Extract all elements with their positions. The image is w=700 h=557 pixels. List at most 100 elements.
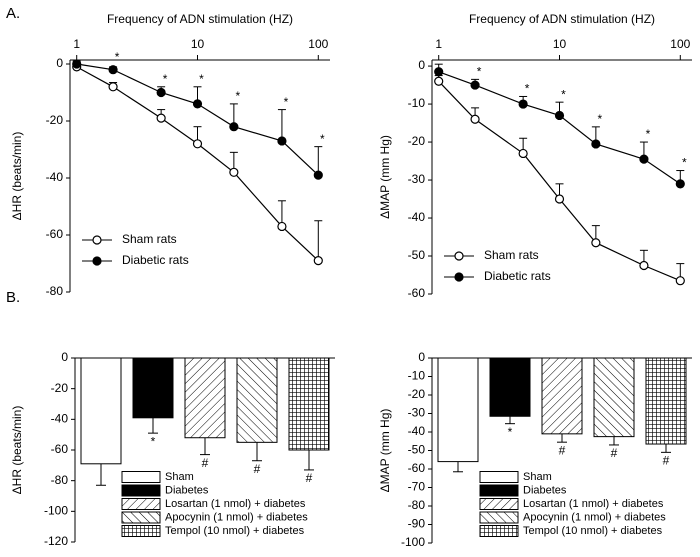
legend-marker (454, 272, 464, 282)
bar (437, 357, 479, 463)
data-point (434, 67, 444, 77)
data-point (675, 179, 685, 189)
y-tick-label: -40 (46, 170, 64, 184)
y-tick-label: -30 (408, 406, 426, 420)
legend-marker (92, 256, 102, 266)
legend-label: Diabetes (523, 484, 567, 496)
annotation: # (306, 471, 313, 485)
y-tick-label: -60 (51, 442, 69, 456)
x-tick-label: 100 (308, 37, 328, 51)
annotation: # (202, 456, 209, 470)
annotation: * (508, 425, 513, 439)
y-tick-label: -90 (408, 517, 426, 531)
legend-label: Sham rats (122, 232, 177, 246)
annotation: * (236, 89, 241, 103)
annotation: * (561, 87, 566, 101)
y-tick-label: -20 (51, 381, 69, 395)
y-tick-label: -80 (46, 284, 64, 298)
x-tick-label: 100 (670, 37, 690, 51)
annotation: * (477, 65, 482, 79)
y-tick-label: -10 (408, 96, 426, 110)
data-point (434, 76, 444, 86)
annotation: * (598, 112, 603, 126)
annotation: * (320, 132, 325, 146)
annotation: * (163, 72, 168, 86)
y-tick-label: -30 (408, 172, 426, 186)
chart-title: Frequency of ADN stimulation (HZ) (469, 12, 655, 26)
data-point (192, 99, 203, 109)
data-point (591, 139, 601, 149)
legend-swatch (121, 484, 161, 497)
data-point (518, 99, 528, 109)
legend-swatch (479, 498, 519, 510)
legend-label: Tempol (10 nmol) + diabetes (523, 525, 663, 537)
x-tick-label: 1 (73, 37, 80, 51)
y-tick-label: -120 (44, 534, 68, 548)
data-point (277, 136, 287, 146)
legend-swatch (121, 525, 161, 537)
bar (236, 357, 278, 443)
bar (288, 357, 330, 451)
bar (593, 357, 635, 438)
bar (80, 357, 122, 465)
data-point (72, 59, 82, 69)
chart-title: Frequency of ADN stimulation (HZ) (107, 12, 293, 26)
y-tick-label: -20 (46, 113, 64, 127)
annotation: * (115, 50, 120, 64)
data-point (313, 170, 323, 180)
legend-label: Diabetes (165, 484, 209, 496)
data-point (639, 260, 649, 271)
annotation: # (254, 462, 261, 476)
legend-label: Diabetic rats (122, 253, 189, 267)
y-tick-label: 0 (56, 56, 63, 70)
y-tick-label: 0 (418, 58, 425, 72)
data-point (639, 154, 649, 164)
x-tick-label: 10 (191, 37, 205, 51)
legend-swatch (479, 471, 519, 483)
annotation: # (663, 454, 670, 468)
annotation: # (611, 446, 618, 460)
legend-swatch (121, 471, 161, 483)
y-tick-label: -60 (46, 227, 64, 241)
y-tick-label: -60 (408, 461, 426, 475)
annotation: * (525, 82, 530, 96)
bar (132, 357, 174, 419)
legend-label: Losartan (1 nmol) + diabetes (523, 498, 664, 510)
y-axis-label: ΔHR (beats/min) (10, 132, 24, 221)
data-point (470, 114, 480, 124)
legend-swatch (479, 511, 519, 524)
bar (489, 357, 531, 417)
bar (541, 357, 583, 435)
data-point (277, 221, 287, 232)
data-point (156, 87, 166, 98)
y-axis-label: ΔMAP (mm Hg) (378, 135, 392, 219)
legend-label: Sham (523, 471, 552, 483)
y-tick-label: -80 (51, 473, 69, 487)
y-tick-label: -60 (408, 286, 426, 300)
bar (645, 357, 687, 445)
x-tick-label: 1 (435, 37, 442, 51)
data-point (229, 167, 239, 177)
data-point (229, 122, 239, 132)
x-tick-label: 10 (553, 37, 567, 51)
legend-swatch (479, 525, 519, 537)
panel-label: A. (6, 5, 20, 22)
annotation: * (151, 434, 156, 448)
legend-label: Apocynin (1 nmol) + diabetes (523, 511, 666, 523)
data-point (518, 148, 528, 159)
y-tick-label: -20 (408, 387, 426, 401)
annotation: * (284, 95, 289, 109)
data-point (156, 113, 166, 123)
data-point (554, 110, 565, 121)
legend-label: Apocynin (1 nmol) + diabetes (165, 511, 308, 523)
annotation: * (199, 72, 204, 86)
y-tick-label: -40 (51, 412, 69, 426)
data-point (554, 194, 565, 204)
legend-swatch (479, 484, 519, 497)
y-tick-label: -70 (408, 480, 426, 494)
y-tick-label: -40 (408, 424, 426, 438)
legend-swatch (121, 511, 161, 524)
data-point (313, 256, 323, 266)
y-tick-label: -100 (401, 535, 425, 549)
y-axis-label: ΔHR (beats/min) (10, 406, 24, 495)
